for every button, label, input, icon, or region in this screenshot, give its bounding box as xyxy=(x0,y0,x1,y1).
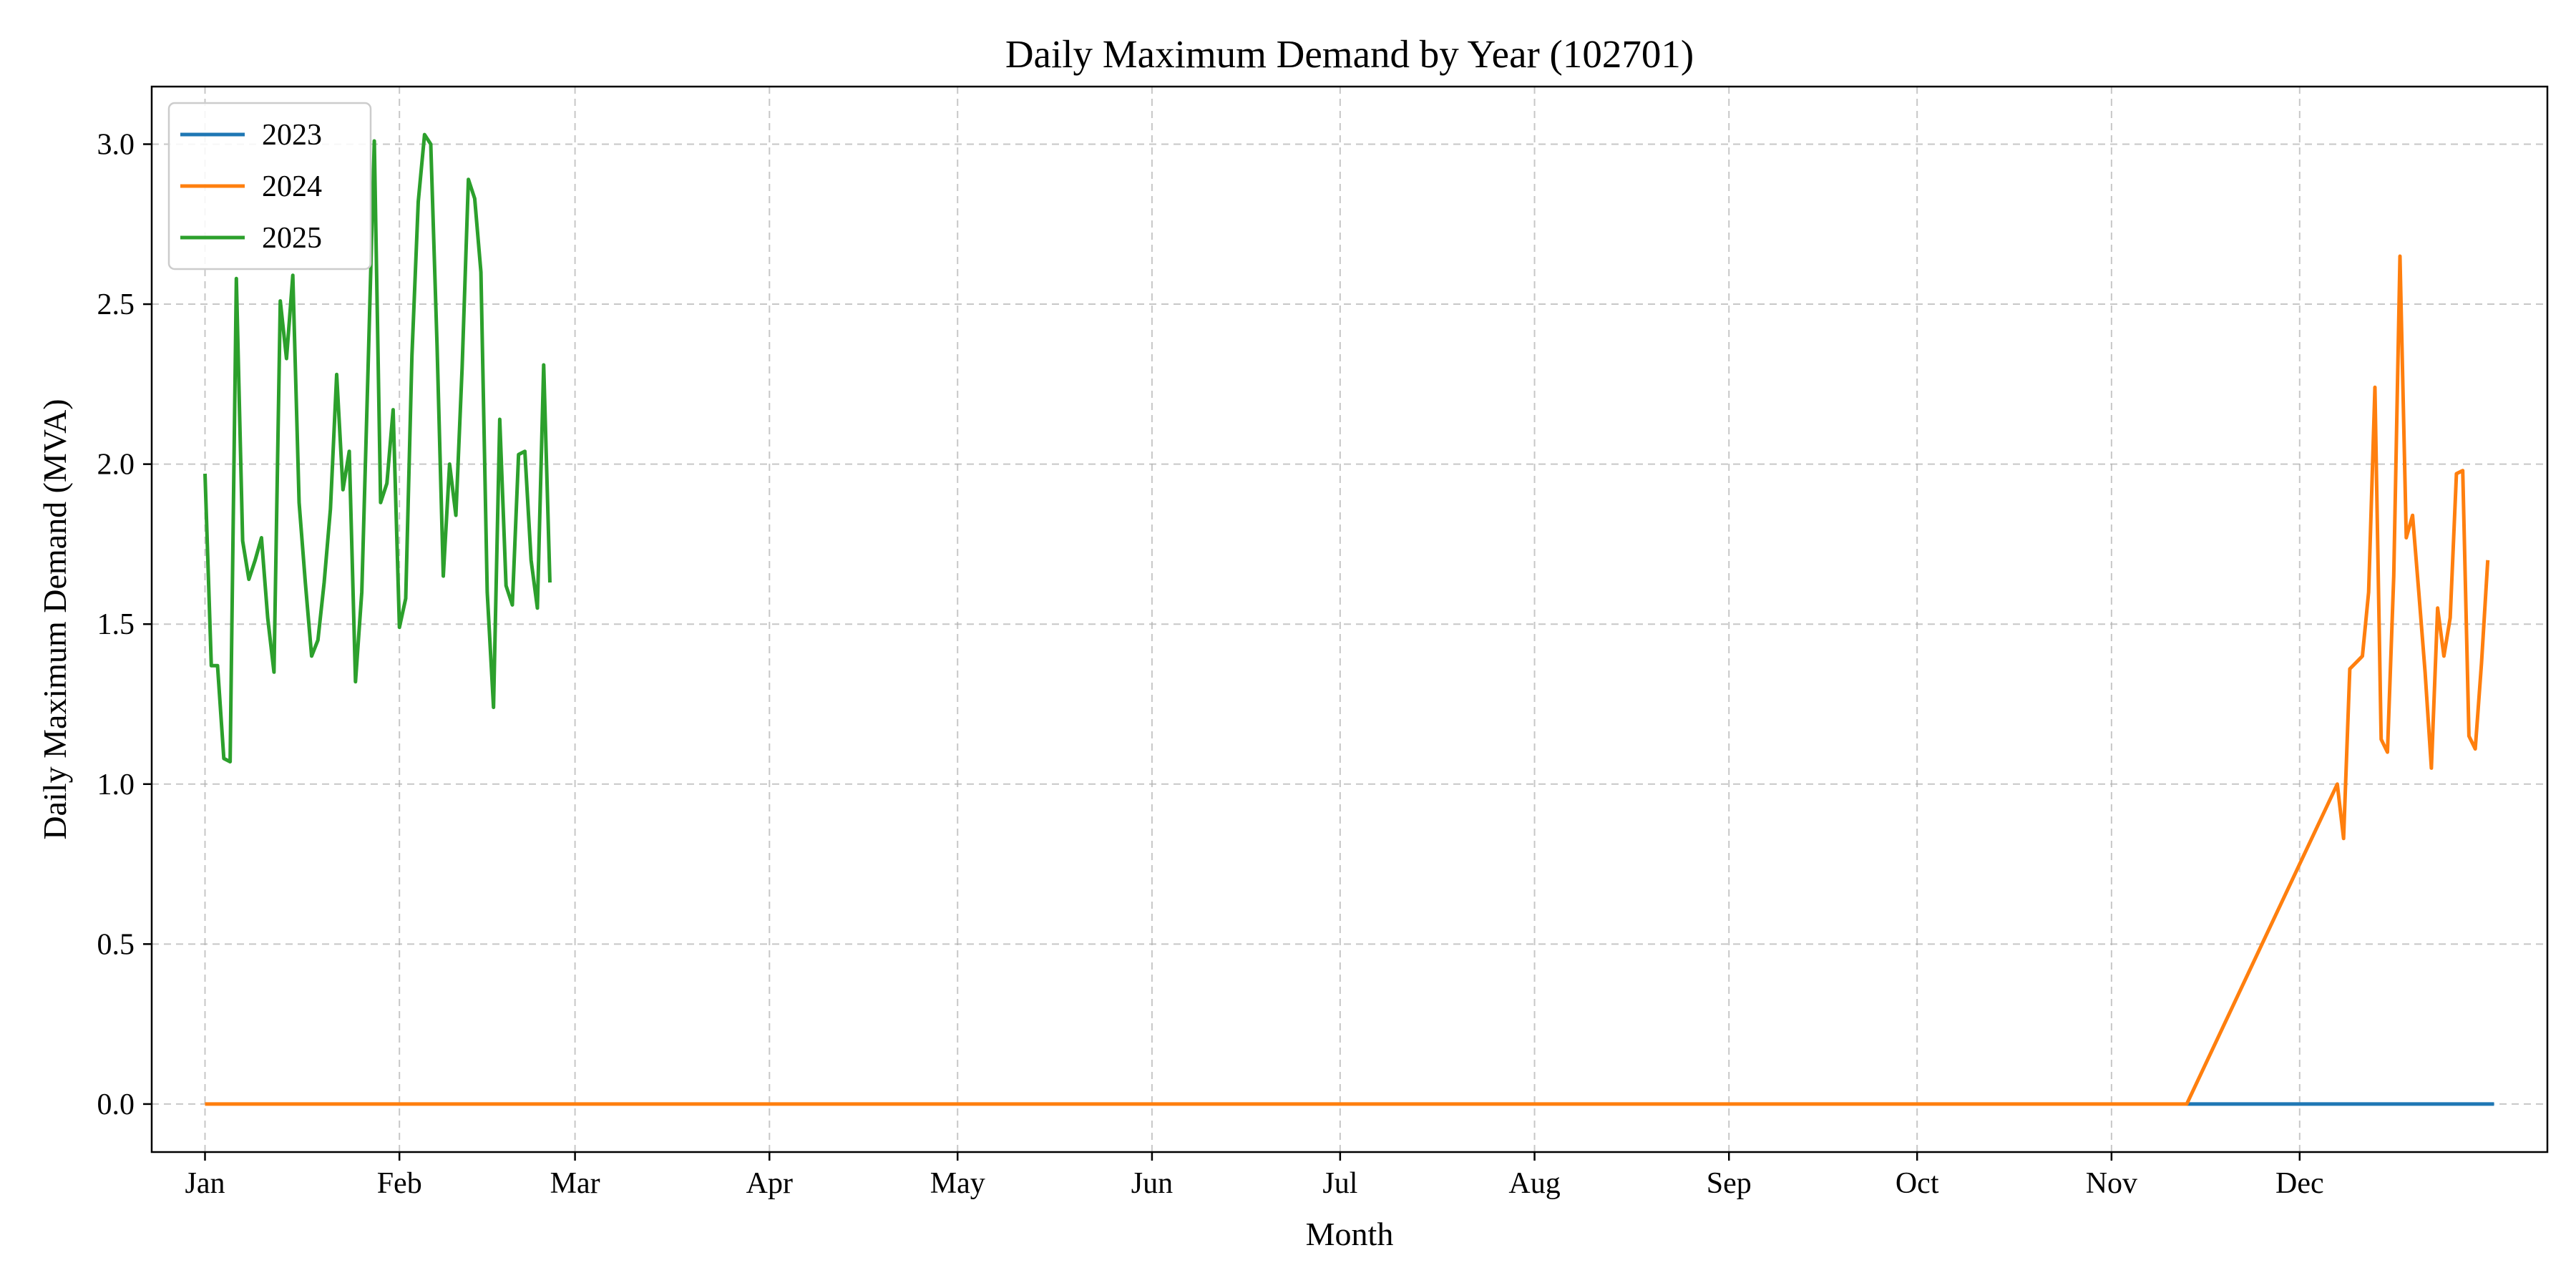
y-tick-label: 0.5 xyxy=(97,928,135,961)
x-tick-label: Jul xyxy=(1322,1167,1357,1200)
y-tick-label: 1.5 xyxy=(97,608,135,641)
y-axis-label: Daily Maximum Demand (MVA) xyxy=(36,399,73,839)
x-axis-label: Month xyxy=(1306,1216,1394,1252)
x-tick-label: Dec xyxy=(2275,1167,2324,1200)
y-tick-label: 0.0 xyxy=(97,1088,135,1121)
x-tick-label: Oct xyxy=(1896,1167,1939,1200)
series-lines xyxy=(203,132,2494,1106)
x-tick-label: Sep xyxy=(1707,1167,1752,1200)
x-tick-label: Apr xyxy=(746,1167,793,1200)
x-tick-label: Jun xyxy=(1131,1167,1173,1200)
x-tick-label: Feb xyxy=(377,1167,422,1200)
legend-box xyxy=(167,102,372,270)
y-tick-label: 2.5 xyxy=(97,288,135,321)
legend-label: 2024 xyxy=(262,170,322,203)
axis-ticks: Jan Feb Mar Apr May Jun Jul Aug Sep Oct Nov Dec 0.0 0… xyxy=(97,128,2324,1200)
y-tick-label: 3.0 xyxy=(97,128,135,161)
x-tick-label: Jan xyxy=(185,1167,225,1200)
plot-frame xyxy=(150,85,2549,1153)
legend: 2023 2024 2025 xyxy=(167,102,372,270)
x-tick-label: May xyxy=(930,1167,985,1200)
x-tick-label: Nov xyxy=(2086,1167,2137,1200)
legend-label: 2023 xyxy=(262,119,322,152)
y-tick-label: 2.0 xyxy=(97,449,135,482)
chart-title: Daily Maximum Demand by Year (102701) xyxy=(1005,32,1694,76)
y-tick-label: 1.0 xyxy=(97,769,135,801)
series-line-2024 xyxy=(205,254,2490,1106)
x-tick-label: Aug xyxy=(1508,1167,1560,1200)
series-line-2025 xyxy=(203,132,552,763)
x-tick-label: Mar xyxy=(550,1167,600,1200)
legend-label: 2025 xyxy=(262,222,322,255)
